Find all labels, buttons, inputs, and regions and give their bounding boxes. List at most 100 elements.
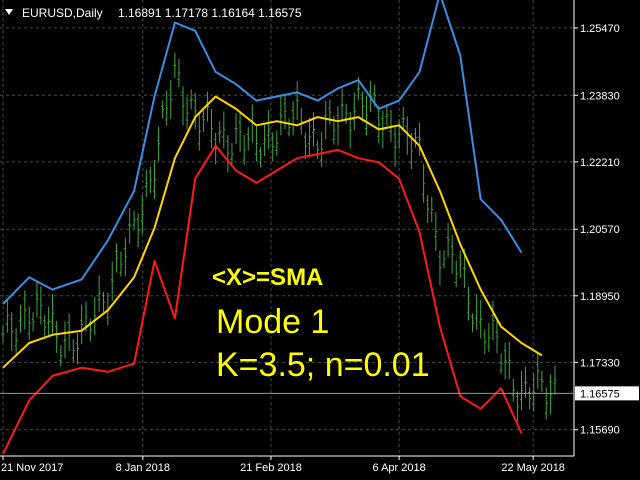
time-tick-label: 21 Nov 2017 (1, 462, 63, 474)
price-bar (397, 119, 401, 149)
price-bars (1, 52, 557, 423)
current-price-box (575, 386, 639, 401)
price-bar (544, 387, 548, 420)
price-bar (31, 312, 35, 332)
price-tick-label: 1.23830 (580, 90, 620, 102)
price-bar (157, 126, 161, 162)
price-bar (295, 81, 299, 121)
price-bar (226, 135, 230, 173)
price-bar (128, 207, 132, 244)
price-bar (201, 107, 205, 132)
price-bar (393, 127, 397, 167)
price-bar (123, 237, 127, 277)
price-bar (59, 345, 63, 367)
price-bar (136, 213, 140, 248)
price-bar (458, 250, 462, 278)
price-bar (275, 130, 279, 156)
price-bar (381, 111, 385, 149)
chart-symbol: EURUSD,Daily (22, 6, 103, 20)
price-bar (23, 290, 27, 330)
price-bar (426, 195, 430, 224)
price-bar (189, 89, 193, 110)
price-bar (519, 370, 523, 411)
price-bar (35, 281, 39, 317)
price-bar (63, 321, 67, 359)
price-bar (487, 323, 491, 353)
price-bar (316, 140, 320, 159)
price-bar (450, 234, 454, 274)
price-bar (80, 304, 84, 345)
price-bar (39, 286, 43, 325)
price-bar (258, 147, 262, 168)
price-bar (422, 163, 426, 203)
price-bar (267, 110, 271, 150)
price-bar (263, 123, 267, 157)
price-bar (173, 52, 177, 79)
price-bar (413, 127, 417, 148)
price-bar (140, 194, 144, 235)
price-bar (385, 103, 389, 126)
price-bar (279, 96, 283, 136)
price-bar (499, 353, 503, 374)
price-bar (75, 333, 79, 365)
price-bar (324, 100, 328, 140)
price-bar (507, 341, 511, 380)
price-bar (181, 86, 185, 126)
price-bar (352, 92, 356, 131)
price-bar (475, 294, 479, 330)
price-bar (234, 112, 238, 145)
price-bar (132, 210, 136, 230)
price-bar (515, 391, 519, 423)
price-bar (185, 96, 189, 130)
price-tick-label: 1.18950 (580, 291, 620, 303)
price-bar (418, 122, 422, 156)
price-bar (144, 169, 148, 198)
price-bar (287, 118, 291, 137)
price-bar (532, 373, 536, 412)
price-bar (47, 306, 51, 337)
price-axis: 1.25470 1.23830 1.22210 1.20570 1.18950 1.173… (574, 23, 639, 437)
price-bar (479, 299, 483, 339)
price-bar (148, 166, 152, 194)
price-bar (51, 294, 55, 334)
annotation-line-3: K=3.5; n=0.01 (216, 346, 430, 384)
price-bar (340, 88, 344, 122)
annotation-line-2: Mode 1 (216, 303, 329, 341)
price-bar (365, 96, 369, 136)
price-bar (1, 325, 5, 343)
price-bar (524, 366, 528, 398)
price-bar (434, 212, 438, 251)
price-tick-label: 1.17330 (580, 357, 620, 369)
middle-average-line (2, 95, 543, 369)
price-bar (115, 243, 119, 273)
price-bar (210, 108, 214, 149)
price-tick-label: 1.15690 (580, 425, 620, 437)
price-bar (222, 111, 226, 149)
price-bar (97, 275, 101, 312)
price-bar (344, 103, 348, 124)
price-bar (299, 107, 303, 135)
price-bar (165, 90, 169, 126)
price-bar (454, 260, 458, 287)
time-tick-label: 22 May 2018 (501, 462, 565, 474)
price-bar (553, 365, 557, 395)
price-tick-label: 1.20570 (580, 224, 620, 236)
price-bar (271, 132, 275, 161)
price-bar (110, 261, 114, 301)
price-bar (230, 142, 234, 165)
dropdown-triangle-icon[interactable] (5, 9, 13, 15)
price-bar (536, 352, 540, 390)
price-bar (320, 131, 324, 167)
price-bar (303, 132, 307, 160)
price-bar (438, 250, 442, 286)
price-bar (242, 134, 246, 166)
price-bar (503, 342, 507, 380)
annotation-line-1: <X>=SMA (212, 264, 323, 291)
time-axis: 21 Nov 2017 8 Jan 2018 21 Feb 2018 6 Apr 20… (1, 456, 565, 474)
price-bar (360, 91, 364, 122)
price-bar (14, 327, 18, 354)
ohlc-readout: 1.16891 1.17178 1.16164 1.16575 (118, 6, 302, 20)
price-bar (161, 100, 165, 119)
current-price-label: 1.16575 (580, 388, 620, 400)
